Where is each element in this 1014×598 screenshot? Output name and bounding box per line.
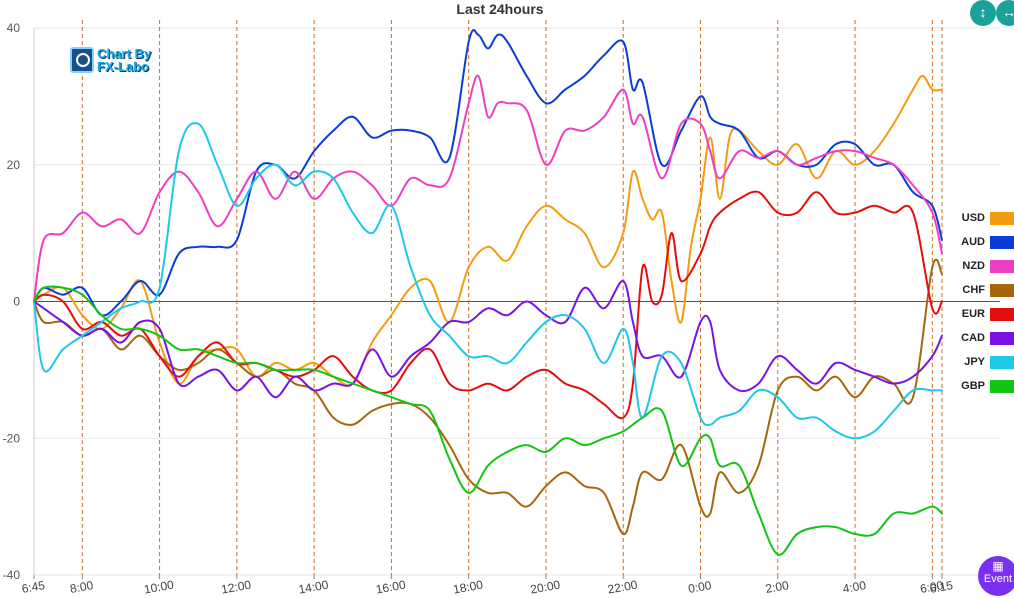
time-markers (81, 20, 943, 575)
x-tick-label: 2:00 (764, 578, 790, 596)
y-tick-label: 40 (7, 21, 21, 35)
legend-swatch (990, 235, 1014, 249)
x-tick-label: 10:00 (143, 578, 175, 597)
legend-label: EUR (961, 308, 985, 320)
x-tick-label: 12:00 (220, 578, 252, 597)
y-tick-label: 20 (7, 158, 21, 172)
logo-text-line-1: Chart By (97, 46, 152, 61)
calendar-icon: ▦ (992, 559, 1004, 573)
x-tick-label: 6:00 (919, 578, 945, 596)
y-tick-label: -20 (3, 431, 21, 445)
legend-swatch (990, 259, 1014, 273)
legend-item-usd[interactable]: USD (950, 206, 1014, 230)
x-tick-label: 14:00 (297, 578, 329, 597)
series-line-nzd (33, 74, 943, 303)
legend-label: NZD (962, 260, 985, 272)
legend-label: AUD (961, 236, 985, 248)
chart-logo: Chart By FX-Labo (70, 47, 151, 73)
x-tick-label: 16:00 (375, 578, 407, 597)
x-axis: 6:45 8:00 10:00 12:00 14:00 16:00 18:00 20:00 22… (21, 575, 955, 597)
legend-item-gbp[interactable]: GBP (950, 374, 1014, 398)
legend-label: USD (961, 212, 985, 224)
x-tick-label: 22:00 (607, 578, 639, 597)
x-tick-label: 6:45 (21, 578, 47, 596)
series-line-cad (33, 279, 943, 399)
x-tick-label: 0:00 (687, 578, 713, 596)
pan-icon[interactable]: ↔ (996, 0, 1014, 26)
legend-swatch (990, 379, 1014, 393)
series-line-eur (33, 190, 943, 420)
event-button[interactable]: ▦ Event (978, 556, 1014, 596)
legend-swatch (990, 307, 1014, 321)
legend-item-eur[interactable]: EUR (950, 302, 1014, 326)
legend-item-aud[interactable]: AUD (950, 230, 1014, 254)
legend-label: CAD (961, 332, 985, 344)
chart-legend: USD AUD NZD CHF EUR CAD JPY GBP (950, 206, 1014, 398)
legend-item-chf[interactable]: CHF (950, 278, 1014, 302)
series-line-usd (33, 74, 943, 387)
legend-item-cad[interactable]: CAD (950, 326, 1014, 350)
legend-item-nzd[interactable]: NZD (950, 254, 1014, 278)
logo-chart-icon (70, 47, 94, 73)
legend-label: CHF (962, 284, 985, 296)
vertical-fit-icon[interactable]: ↕ (970, 0, 996, 26)
series-line-aud (33, 29, 943, 317)
x-tick-label: 18:00 (452, 578, 484, 597)
series-line-gbp (33, 285, 943, 556)
x-tick-label: 6:15 (929, 578, 955, 596)
legend-swatch (990, 283, 1014, 297)
legend-label: GBP (961, 380, 985, 392)
legend-swatch (990, 355, 1014, 369)
legend-label: JPY (964, 356, 985, 368)
legend-item-jpy[interactable]: JPY (950, 350, 1014, 374)
event-button-label: Event (983, 573, 1013, 585)
chart-title: Last 24hours (456, 1, 544, 17)
x-tick-label: 4:00 (842, 578, 868, 596)
logo-text-line-2: FX-Labo (97, 59, 149, 74)
series-lines (33, 29, 943, 556)
series-line-jpy (33, 122, 943, 440)
legend-swatch (990, 331, 1014, 345)
series-line-chf (33, 258, 943, 536)
y-axis: 40 20 0 -20 -40 (3, 21, 21, 582)
y-tick-label: 0 (13, 295, 20, 309)
y-tick-label: -40 (3, 568, 21, 582)
x-tick-label: 20:00 (529, 578, 561, 597)
legend-swatch (990, 211, 1014, 225)
x-tick-label: 8:00 (69, 578, 95, 596)
